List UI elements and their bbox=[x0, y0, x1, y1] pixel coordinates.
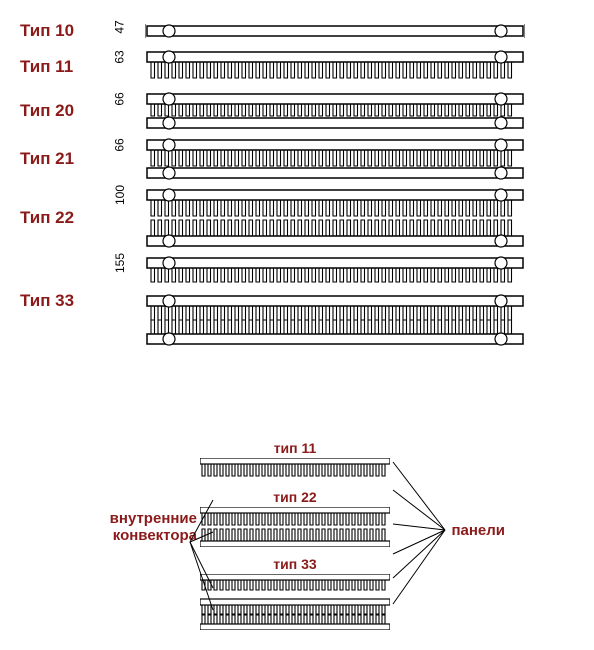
dim-21: 66 bbox=[105, 138, 135, 180]
bottom-label-33: тип 33 bbox=[200, 556, 390, 572]
dim-value-20: 66 bbox=[113, 92, 127, 105]
bottom-label-11: тип 11 bbox=[200, 440, 390, 456]
row-type-11: Тип 11 63 bbox=[20, 50, 570, 84]
dim-value-10: 47 bbox=[113, 20, 127, 33]
label-type-11: Тип 11 bbox=[20, 57, 105, 77]
bottom-radiator-11 bbox=[200, 458, 390, 480]
dim-33: 155 bbox=[105, 256, 135, 346]
bottom-diagram: внутренние конвектора панели тип 11 тип … bbox=[75, 440, 515, 635]
label-type-10: Тип 10 bbox=[20, 21, 105, 41]
label-type-20: Тип 20 bbox=[20, 101, 105, 121]
radiator-21 bbox=[145, 138, 525, 180]
label-type-33: Тип 33 bbox=[20, 291, 105, 311]
bottom-radiator-33 bbox=[200, 574, 390, 630]
dim-value-22: 100 bbox=[113, 185, 127, 205]
bottom-section: внутренние конвектора панели тип 11 тип … bbox=[20, 440, 570, 635]
radiator-20 bbox=[145, 92, 525, 130]
radiator-33 bbox=[145, 256, 525, 346]
row-type-33: Тип 33 155 bbox=[20, 256, 570, 346]
label-convectors: внутренние конвектора bbox=[57, 510, 197, 544]
bottom-radiator-22 bbox=[200, 507, 390, 547]
dim-value-21: 66 bbox=[113, 138, 127, 151]
dim-value-33: 155 bbox=[113, 253, 127, 273]
label-type-21: Тип 21 bbox=[20, 149, 105, 169]
label-type-22: Тип 22 bbox=[20, 208, 105, 228]
dim-20: 66 bbox=[105, 92, 135, 130]
row-type-21: Тип 21 66 bbox=[20, 138, 570, 180]
row-type-22: Тип 22 100 bbox=[20, 188, 570, 248]
bottom-label-22: тип 22 bbox=[200, 489, 390, 505]
dim-10: 47 bbox=[105, 20, 135, 42]
radiator-22 bbox=[145, 188, 525, 248]
dim-11: 63 bbox=[105, 50, 135, 84]
radiator-11 bbox=[145, 50, 525, 84]
radiator-10 bbox=[145, 20, 525, 42]
row-type-20: Тип 20 66 bbox=[20, 92, 570, 130]
row-type-10: Тип 10 47 bbox=[20, 20, 570, 42]
dim-22: 100 bbox=[105, 188, 135, 248]
top-diagram-area: Тип 10 47 Тип 11 63 Тип 20 66 bbox=[20, 20, 570, 354]
label-panels: панели bbox=[451, 522, 505, 539]
dim-value-11: 63 bbox=[113, 50, 127, 63]
